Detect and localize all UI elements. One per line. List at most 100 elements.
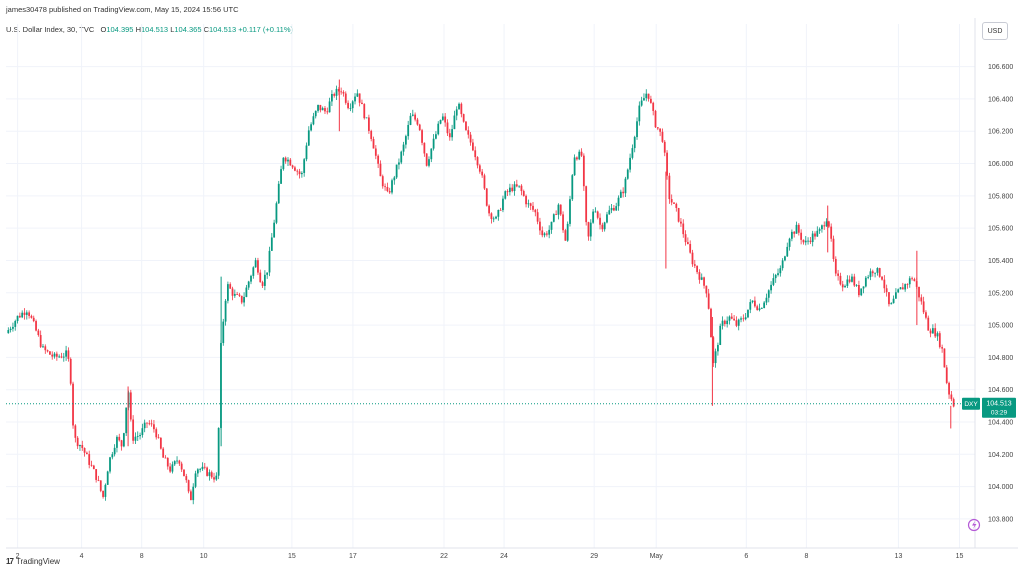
candle-body bbox=[116, 436, 118, 448]
close-value: 104.513 bbox=[209, 25, 237, 34]
candle-body bbox=[749, 302, 752, 310]
candle-body bbox=[215, 475, 218, 480]
candle-body bbox=[398, 162, 400, 165]
candle-body bbox=[606, 214, 608, 223]
candle-body bbox=[9, 328, 12, 331]
price-tick-label: 105.000 bbox=[988, 323, 1013, 330]
candle-body bbox=[742, 318, 745, 320]
candle-body bbox=[777, 273, 779, 275]
candle-body bbox=[250, 275, 252, 282]
candle-body bbox=[929, 330, 932, 334]
time-axis: 2 4 8 10 15 17 22 24 29 May 6 8 13 15 bbox=[16, 553, 964, 560]
candle-body bbox=[469, 134, 472, 143]
candle-body bbox=[774, 274, 777, 279]
candle-body bbox=[758, 308, 761, 311]
candle-body bbox=[104, 484, 107, 497]
time-tick-label: 15 bbox=[288, 553, 296, 560]
candle-body bbox=[911, 278, 913, 280]
candle-body bbox=[28, 312, 31, 316]
open-value: 104.395 bbox=[106, 25, 134, 34]
candle-body bbox=[113, 447, 116, 455]
candle-body bbox=[816, 230, 819, 237]
candle-body bbox=[557, 204, 560, 215]
candle-body bbox=[832, 238, 835, 259]
candle-body bbox=[245, 287, 248, 297]
price-tick-label: 105.400 bbox=[988, 258, 1013, 265]
time-tick-label: 29 bbox=[590, 553, 598, 560]
candle-body bbox=[342, 91, 345, 94]
candle-body bbox=[719, 325, 722, 345]
candle-body bbox=[626, 169, 629, 179]
candle-body bbox=[883, 279, 886, 289]
tradingview-logo[interactable]: 17 TradingView bbox=[6, 557, 60, 566]
price-tick-label: 104.000 bbox=[988, 484, 1013, 491]
countdown-text: 03:29 bbox=[991, 410, 1008, 417]
lightning-circle-icon[interactable] bbox=[967, 518, 981, 532]
candle-body bbox=[693, 264, 696, 266]
candle-body bbox=[666, 152, 668, 176]
candle-body bbox=[183, 469, 185, 477]
candle-body bbox=[830, 226, 833, 239]
candle-body bbox=[513, 184, 516, 192]
candle-body bbox=[324, 108, 326, 112]
candle-body bbox=[222, 321, 225, 344]
candle-body bbox=[88, 454, 91, 465]
candle-body bbox=[633, 137, 636, 149]
candle-body bbox=[377, 155, 380, 164]
candle-body bbox=[613, 207, 615, 211]
candle-body bbox=[106, 471, 109, 485]
candle-body bbox=[765, 297, 768, 303]
candle-body bbox=[303, 159, 306, 173]
candle-body bbox=[837, 273, 840, 276]
candle-body bbox=[379, 163, 382, 177]
candle-body bbox=[668, 175, 671, 200]
candle-body bbox=[247, 281, 250, 288]
candle-body bbox=[515, 184, 518, 187]
candle-body bbox=[502, 198, 504, 211]
open-label: O bbox=[100, 25, 107, 34]
candle-body bbox=[892, 298, 895, 304]
candle-body bbox=[617, 197, 620, 207]
candle-body bbox=[391, 180, 393, 193]
candle-body bbox=[148, 423, 151, 425]
candle-body bbox=[430, 148, 433, 160]
candle-body bbox=[807, 240, 809, 242]
candle-body bbox=[206, 467, 208, 476]
candle-body bbox=[363, 104, 366, 119]
candle-body bbox=[645, 93, 648, 99]
candle-body bbox=[266, 272, 269, 275]
candle-body bbox=[707, 293, 710, 309]
candle-body bbox=[229, 284, 232, 289]
symbol-name[interactable]: U.S. Dollar Index, 30, TVC bbox=[6, 25, 95, 34]
candle-body bbox=[860, 288, 863, 296]
candle-body bbox=[418, 124, 421, 131]
candle-body bbox=[344, 93, 347, 103]
candle-body bbox=[643, 98, 645, 101]
candle-body bbox=[185, 476, 188, 481]
candle-body bbox=[259, 272, 262, 283]
candle-body bbox=[890, 303, 893, 305]
candle-body bbox=[291, 165, 294, 168]
time-tick-label: 15 bbox=[956, 553, 964, 560]
candle-body bbox=[527, 203, 530, 205]
candle-body bbox=[800, 232, 803, 240]
candle-body bbox=[936, 333, 939, 337]
candle-body bbox=[76, 437, 79, 447]
candle-body bbox=[495, 216, 497, 219]
candle-body bbox=[841, 284, 844, 288]
candle-body bbox=[16, 315, 19, 322]
candle-body bbox=[14, 321, 17, 327]
candle-body bbox=[948, 382, 950, 395]
candle-body bbox=[439, 119, 442, 124]
high-value: 104.513 bbox=[140, 25, 169, 34]
candlestick-series bbox=[7, 79, 955, 505]
candle-body bbox=[155, 429, 158, 438]
candle-body bbox=[576, 157, 578, 160]
candle-body bbox=[62, 356, 65, 358]
candle-body bbox=[74, 425, 77, 438]
candle-body bbox=[275, 203, 278, 223]
candle-body bbox=[809, 240, 812, 243]
candle-body bbox=[874, 272, 876, 274]
currency-button[interactable]: USD bbox=[982, 22, 1008, 40]
